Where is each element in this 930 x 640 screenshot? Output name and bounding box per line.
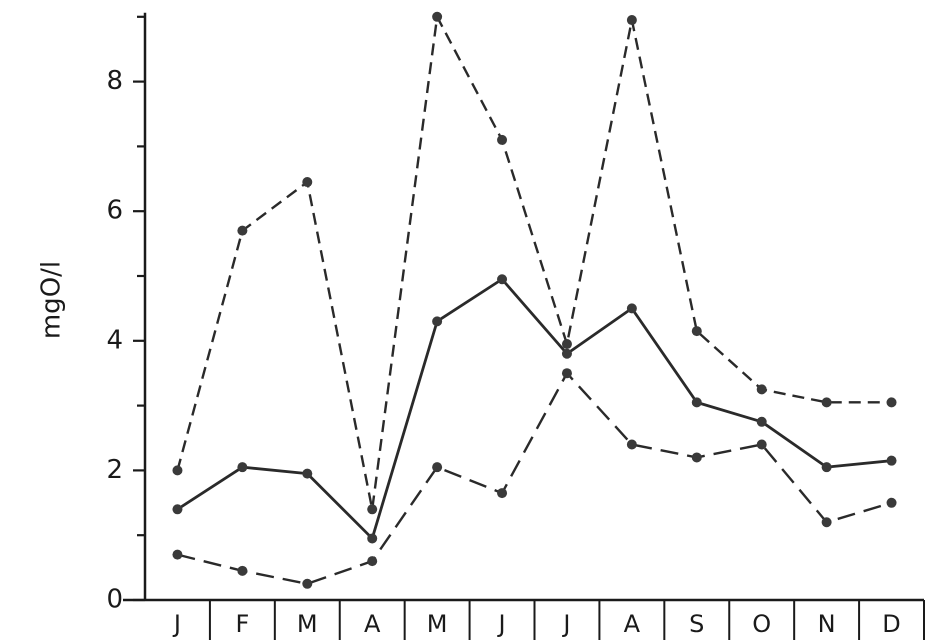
data-point	[172, 549, 183, 560]
series-dashed-long	[172, 368, 897, 589]
data-point	[497, 274, 508, 285]
data-point	[756, 416, 767, 427]
y-axis-label-group: mgO/l	[37, 261, 67, 339]
data-point	[237, 225, 248, 236]
x-tick-label: A	[624, 610, 641, 638]
data-point	[626, 439, 637, 450]
y-tick-label: 0	[106, 585, 123, 615]
data-point	[886, 397, 897, 408]
axes: 0 2 4 6 8 J F M A M J J A S O N D	[106, 12, 925, 640]
data-point	[691, 397, 702, 408]
data-point	[237, 565, 248, 576]
x-tick-label: S	[689, 610, 704, 638]
data-point	[237, 462, 248, 473]
data-point	[497, 488, 508, 499]
x-tick-label: O	[752, 610, 771, 638]
series-line	[177, 372, 892, 585]
data-point	[886, 455, 897, 466]
data-point	[302, 177, 313, 188]
x-tick-label: F	[235, 610, 249, 638]
data-point	[432, 462, 443, 473]
data-point	[172, 465, 183, 476]
data-point	[367, 556, 378, 567]
y-tick-label: 2	[106, 455, 123, 485]
x-tick-label: D	[882, 610, 900, 638]
x-tick-label: J	[497, 610, 506, 638]
data-point	[626, 303, 637, 314]
data-point	[497, 134, 508, 145]
data-point	[691, 326, 702, 337]
y-axis-label: mgO/l	[37, 261, 67, 339]
x-tick-label: M	[297, 610, 318, 638]
data-point	[756, 384, 767, 395]
series-line	[176, 15, 892, 511]
y-tick-label: 8	[106, 66, 123, 96]
x-tick-label: J	[172, 610, 181, 638]
data-point	[821, 397, 832, 408]
data-point	[561, 348, 572, 359]
data-point	[756, 439, 767, 450]
data-point	[626, 15, 637, 26]
data-point	[691, 452, 702, 463]
series-layer	[172, 11, 897, 589]
data-point	[561, 339, 572, 350]
data-point	[172, 504, 183, 515]
series-line	[176, 277, 892, 540]
x-tick-label: N	[818, 610, 836, 638]
y-tick-label: 4	[106, 325, 123, 355]
x-tick-label: A	[364, 610, 381, 638]
x-tick-label: M	[427, 610, 448, 638]
data-point	[886, 497, 897, 508]
data-point	[367, 533, 378, 544]
x-tick-label: J	[561, 610, 570, 638]
data-point	[432, 316, 443, 327]
data-point	[302, 578, 313, 589]
series-solid	[172, 274, 897, 544]
data-point	[821, 462, 832, 473]
series-dashed-fine	[172, 11, 897, 515]
data-point	[302, 468, 313, 479]
data-point	[432, 11, 443, 22]
data-point	[561, 368, 572, 379]
data-point	[367, 504, 378, 515]
y-tick-label: 6	[106, 196, 123, 226]
data-point	[821, 517, 832, 528]
